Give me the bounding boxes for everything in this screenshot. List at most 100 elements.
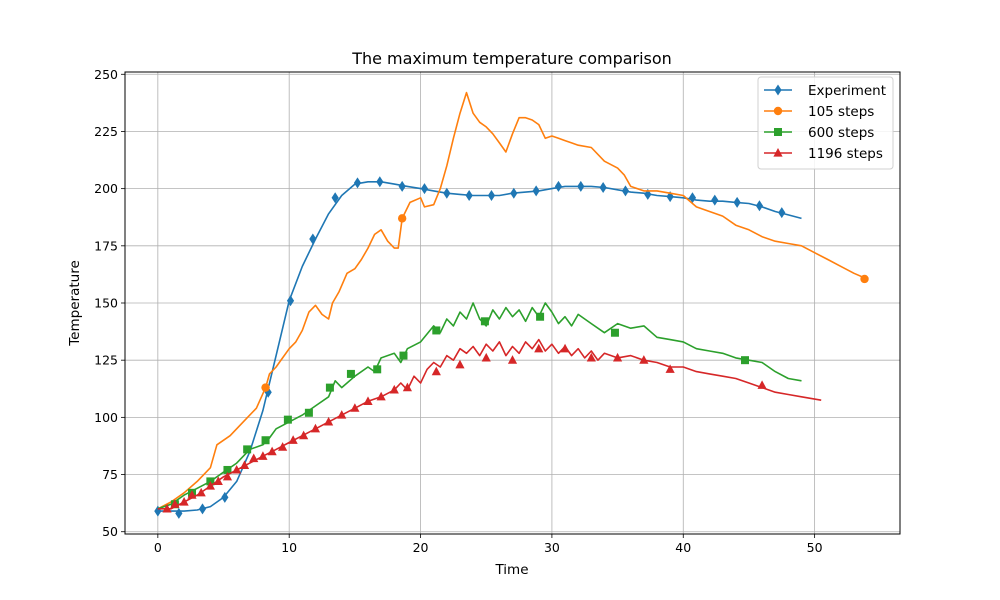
series-layer [154, 91, 869, 519]
data-point-marker [337, 410, 347, 419]
data-point-marker [455, 359, 465, 369]
legend-item: Experiment [764, 83, 886, 99]
data-point-marker [223, 465, 232, 474]
legend: Experiment 105 steps 600 steps 1196 steps [757, 76, 894, 170]
data-point-marker [778, 207, 786, 219]
data-point-marker [612, 352, 623, 362]
x-tick-label: 40 [675, 540, 691, 555]
legend-label: 105 steps [808, 104, 874, 120]
data-point-marker [243, 445, 252, 454]
y-tick-label: 125 [94, 353, 118, 368]
y-tick-label: 75 [102, 467, 118, 482]
data-point-marker [196, 487, 206, 497]
data-point-marker [577, 180, 585, 192]
data-point-marker [554, 180, 563, 192]
data-point-marker [258, 451, 268, 460]
legend-box [757, 76, 894, 170]
data-point-marker [278, 442, 288, 451]
legend-item: 1196 steps [764, 146, 883, 162]
data-point-marker [350, 403, 360, 412]
x-tick-label: 10 [281, 540, 297, 555]
data-point-marker [232, 464, 242, 474]
data-point-marker [510, 187, 518, 199]
data-point-marker [465, 190, 473, 202]
data-point-marker [187, 490, 197, 499]
y-tick-label: 175 [94, 238, 118, 253]
data-point-marker [398, 180, 406, 192]
data-point-marker [860, 274, 869, 284]
y-tick-label: 225 [94, 124, 118, 139]
data-point-marker [389, 384, 399, 394]
series-600-steps [157, 302, 802, 510]
data-point-marker [221, 491, 229, 503]
series-experiment [154, 176, 802, 519]
data-point-marker [179, 496, 189, 506]
data-point-marker [261, 383, 270, 392]
x-axis-label: Time [494, 562, 528, 578]
data-point-marker [175, 507, 183, 519]
legend-marker [773, 106, 783, 116]
data-point-marker [665, 364, 675, 373]
data-point-marker [376, 391, 386, 401]
data-point-marker [432, 326, 441, 335]
data-point-marker [420, 183, 429, 195]
y-tick-label: 250 [94, 67, 118, 82]
data-point-marker [363, 396, 373, 405]
series-line [157, 302, 802, 510]
data-point-marker [507, 355, 518, 364]
data-point-marker [711, 194, 719, 206]
data-point-marker [198, 503, 207, 515]
data-point-marker [431, 366, 441, 376]
legend-item: 105 steps [764, 104, 874, 120]
series-line [157, 91, 868, 510]
data-point-marker [304, 408, 313, 417]
data-point-marker [534, 343, 544, 353]
series-105-steps [157, 91, 869, 510]
legend-label: 1196 steps [808, 146, 883, 162]
chart-title: The maximum temperature comparison [351, 49, 672, 68]
x-tick-label: 20 [413, 540, 429, 555]
data-point-marker [346, 369, 355, 378]
data-point-marker [373, 365, 382, 374]
data-point-marker [397, 214, 407, 223]
data-point-marker [249, 453, 259, 463]
legend-marker [773, 148, 783, 157]
data-point-marker [688, 192, 697, 204]
legend-item: 600 steps [764, 125, 874, 141]
data-point-marker [755, 200, 764, 212]
data-point-marker [639, 355, 649, 364]
data-point-marker [213, 476, 223, 485]
data-point-marker [299, 430, 309, 440]
data-point-marker [610, 328, 619, 337]
y-axis-label: Temperature [67, 260, 83, 347]
data-point-marker [324, 416, 334, 426]
data-point-marker [170, 499, 180, 508]
legend-label: Experiment [808, 83, 886, 99]
data-point-marker [532, 185, 540, 197]
data-point-marker [205, 480, 215, 490]
data-point-marker [310, 423, 321, 433]
data-point-marker [325, 383, 334, 392]
data-point-marker [309, 233, 317, 245]
y-tick-label: 150 [94, 296, 118, 311]
data-point-marker [536, 312, 545, 321]
data-point-marker [402, 382, 413, 392]
series-1196-steps [157, 338, 822, 513]
data-point-marker [443, 187, 451, 199]
series-line [157, 338, 822, 510]
data-point-marker [481, 352, 491, 362]
data-point-marker [261, 436, 270, 445]
legend-marker [774, 128, 782, 136]
data-point-marker [288, 435, 298, 444]
data-point-marker [222, 471, 233, 481]
data-point-marker [331, 192, 339, 204]
data-point-marker [399, 351, 408, 360]
data-point-marker [621, 185, 630, 197]
data-point-marker [480, 317, 489, 326]
y-tick-label: 200 [94, 181, 118, 196]
x-tick-label: 0 [154, 540, 162, 555]
data-point-marker [162, 503, 172, 513]
x-tick-label: 30 [544, 540, 560, 555]
data-point-marker [599, 182, 607, 193]
data-point-marker [757, 380, 767, 389]
